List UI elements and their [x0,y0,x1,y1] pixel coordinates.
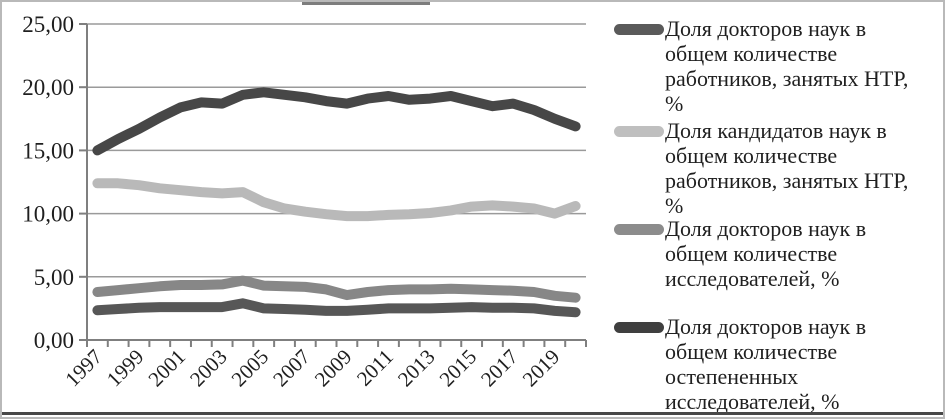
legend-swatch-icon [614,126,664,137]
legend-item: Доля докторов наук в общем количестве ис… [614,216,929,291]
legend-label: Доля докторов наук в общем количестве ос… [665,314,867,414]
y-axis-label: 20,00 [22,75,74,100]
x-axis-label: 2001 [143,345,190,392]
y-axis-label: 10,00 [22,202,74,227]
x-axis-label: 2015 [435,345,482,392]
x-axis-label: 2003 [185,345,232,392]
legend-swatch-icon [614,24,664,35]
x-axis-label: 2011 [352,345,398,391]
x-axis-label: 2013 [393,345,440,392]
series-line-3 [92,298,581,318]
legend-swatch-icon [614,322,664,333]
x-axis-label: 1999 [102,345,149,392]
top-border-dark-segment [302,2,430,5]
chart-legend: Доля докторов наук в общем количестве ра… [614,2,943,417]
x-axis-label: 2019 [518,345,565,392]
y-axis-label: 0,00 [34,328,74,353]
legend-swatch-icon [614,224,664,235]
legend-label: Доля докторов наук в общем количестве ра… [665,16,909,116]
x-axis-label: 2007 [268,345,315,392]
x-axis-label: 2017 [476,345,523,392]
series-line-2 [92,275,581,303]
series-line-1 [92,178,581,222]
x-axis-label: 2005 [227,345,274,392]
y-axis-label: 15,00 [22,138,74,163]
plot-area: 0,005,0010,0015,0020,0025,00199719992001… [22,12,587,392]
series-line-0 [92,87,581,156]
legend-item: Доля кандидатов наук в общем количестве … [614,118,929,218]
bottom-border-bar [2,412,943,415]
x-axis-label: 2009 [310,345,357,392]
y-axis-label: 5,00 [34,265,74,290]
y-axis-label: 25,00 [22,12,74,37]
legend-label: Доля кандидатов наук в общем количестве … [665,118,909,218]
legend-item: Доля докторов наук в общем количестве ра… [614,16,929,116]
legend-label: Доля докторов наук в общем количестве ис… [665,216,867,291]
legend-item: Доля докторов наук в общем количестве ос… [614,314,929,414]
